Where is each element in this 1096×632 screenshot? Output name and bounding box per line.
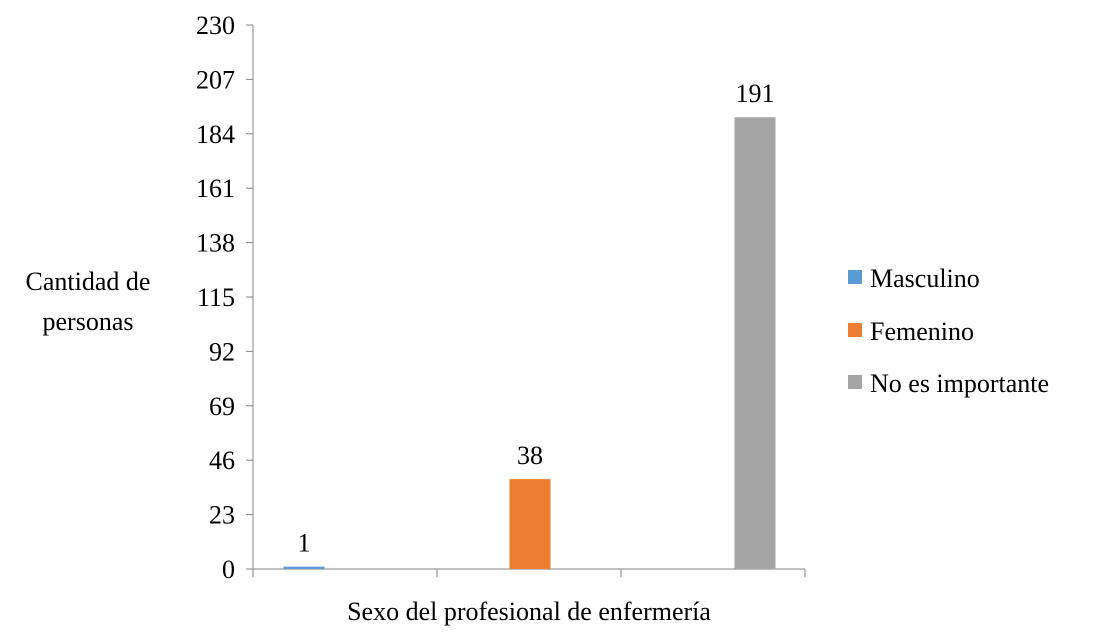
x-axis-title: Sexo del profesional de enfermería xyxy=(347,597,711,626)
y-tick-label: 184 xyxy=(196,120,235,149)
bar-masculino xyxy=(283,566,325,569)
y-tick-label: 69 xyxy=(209,392,235,421)
legend-label-femenino: Femenino xyxy=(870,317,974,346)
bar-no-es-importante xyxy=(734,117,776,570)
legend-swatch-femenino xyxy=(848,323,862,337)
legend-item-masculino: Masculino xyxy=(848,264,980,293)
y-tick-label: 230 xyxy=(196,11,235,40)
data-label: 38 xyxy=(517,441,543,470)
legend-label-masculino: Masculino xyxy=(870,264,980,293)
y-tick-label: 0 xyxy=(222,555,235,584)
legend-swatch-masculino xyxy=(848,270,862,284)
y-tick-label: 161 xyxy=(196,174,235,203)
y-axis-title-line-2: personas xyxy=(43,307,134,336)
bar-femenino xyxy=(509,479,551,569)
y-axis-title-line-1: Cantidad de xyxy=(26,267,151,296)
y-tick-label: 23 xyxy=(209,501,235,530)
legend: Masculino Femenino No es importante xyxy=(848,264,1049,398)
y-tick-label: 46 xyxy=(209,446,235,475)
y-tick-label: 207 xyxy=(196,65,235,94)
legend-label-no-es-importante: No es importante xyxy=(870,369,1049,398)
legend-swatch-no-es-importante xyxy=(848,375,862,389)
y-tick-label: 92 xyxy=(209,337,235,366)
y-tick-label: 138 xyxy=(196,229,235,258)
data-label: 191 xyxy=(736,79,775,108)
y-tick-label: 115 xyxy=(197,283,235,312)
data-label: 1 xyxy=(298,529,311,558)
legend-item-no-es-importante: No es importante xyxy=(848,369,1049,398)
legend-item-femenino: Femenino xyxy=(848,317,974,346)
